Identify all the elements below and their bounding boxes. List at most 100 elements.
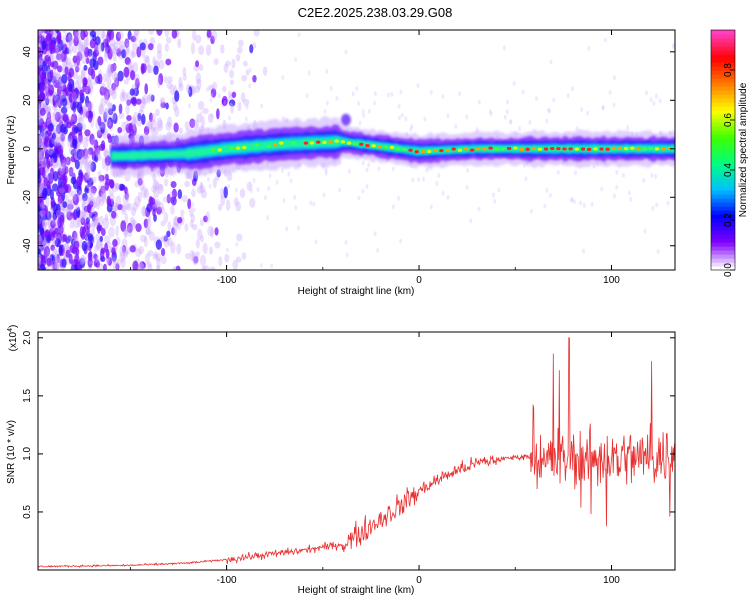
heatmap-cell [106, 67, 112, 78]
heatmap-cell [248, 67, 252, 73]
heatmap-cell [105, 248, 110, 259]
heatmap-cell [78, 171, 84, 183]
colorbar-segment [711, 258, 735, 263]
heatmap-cell [131, 96, 138, 107]
heatmap-cell [68, 83, 73, 92]
heatmap-cell [76, 51, 83, 62]
heatmap-cell [195, 72, 202, 84]
heatmap-cell [192, 255, 198, 266]
heatmap-cell [121, 49, 127, 59]
heatmap-cell [39, 132, 46, 140]
heatmap-cell [173, 122, 179, 133]
heatmap-cell [163, 235, 168, 242]
heatmap-cell [87, 77, 92, 89]
heatmap-cell [117, 70, 124, 82]
heatmap-cell [322, 192, 326, 198]
heatmap-cell [105, 173, 109, 181]
heatmap-cell [67, 235, 72, 242]
heatmap-cell [143, 125, 150, 136]
heatmap-cell [111, 256, 117, 265]
heatmap-cell [391, 204, 395, 210]
heatmap-cell [112, 47, 118, 55]
heatmap-peak-cell [451, 147, 456, 151]
heatmap-cell [236, 46, 243, 54]
heatmap-cell [111, 104, 116, 112]
heatmap-cell [106, 195, 111, 207]
heatmap-cell [435, 181, 439, 187]
heatmap-cell [84, 149, 91, 160]
heatmap-cell [66, 234, 73, 244]
heatmap-cell [38, 248, 42, 255]
heatmap-cell [95, 203, 101, 210]
heatmap-peak-cell [402, 147, 407, 152]
heatmap-cell [87, 178, 94, 187]
colorbar-tick-label: 0.2 [723, 213, 734, 227]
heatmap-peak-cell [617, 146, 623, 150]
heatmap-cell [155, 200, 160, 208]
heatmap-cell [112, 51, 117, 62]
heatmap-cell [59, 134, 66, 144]
heatmap-peak-cell [562, 147, 567, 151]
heatmap-cell [324, 170, 328, 176]
heatmap-cell [141, 63, 147, 74]
heatmap-cell [111, 247, 116, 256]
heatmap-cell [144, 83, 149, 95]
heatmap-cell [195, 34, 202, 44]
heatmap-cell [40, 243, 45, 251]
heatmap-cell [195, 123, 199, 129]
heatmap-cell [235, 53, 241, 62]
heatmap-cell [280, 167, 284, 173]
heatmap-cell [108, 108, 114, 116]
heatmap-cell [81, 192, 88, 202]
heatmap-cell [64, 194, 69, 204]
heatmap-cell [38, 136, 44, 144]
heatmap-cell [135, 78, 140, 90]
heatmap-cell [441, 93, 445, 99]
heatmap-cell [644, 90, 648, 96]
heatmap-cell [219, 44, 225, 54]
heatmap-cell [157, 77, 161, 88]
heatmap-peak-cell [272, 143, 278, 147]
heatmap-cell [601, 105, 605, 111]
heatmap-cell [210, 93, 214, 99]
heatmap-cell [40, 83, 47, 90]
heatmap-cell [103, 87, 108, 96]
heatmap-cell [166, 230, 171, 238]
colorbar-segment [711, 154, 735, 159]
heatmap-cell [377, 166, 381, 172]
heatmap-cell [344, 49, 348, 55]
colorbar-segment [711, 262, 735, 267]
heatmap-cell [234, 187, 238, 193]
heatmap-peak-cell [654, 147, 660, 151]
heatmap-cell [199, 63, 204, 72]
heatmap-peak-cell [309, 141, 315, 145]
heatmap-cell [156, 43, 163, 54]
heatmap-cell [104, 155, 111, 167]
heatmap-cell [139, 42, 146, 51]
heatmap-cell [102, 111, 108, 121]
heatmap-cell [133, 30, 139, 36]
heatmap-cell [124, 57, 131, 65]
heatmap-cell [446, 113, 450, 119]
heatmap-cell [629, 196, 633, 202]
heatmap-cell [105, 119, 112, 127]
heatmap-cell [125, 47, 130, 58]
heatmap-cell [84, 148, 89, 155]
heatmap-cell [454, 124, 458, 130]
heatmap-cell [61, 97, 68, 107]
heatmap-cell [189, 219, 194, 228]
colorbar-tick-label: 0.0 [723, 263, 734, 277]
heatmap-cell [411, 177, 415, 183]
heatmap-peak-cell [648, 146, 653, 150]
heatmap-peak-cell [476, 147, 481, 151]
heatmap-peak-cell [383, 145, 389, 149]
heatmap-cell [47, 147, 54, 156]
heatmap-cell [187, 103, 191, 109]
heatmap-cell [572, 199, 576, 205]
snr-series-line [38, 337, 675, 569]
heatmap-cell [62, 201, 68, 208]
heatmap-cell [84, 86, 89, 94]
heatmap-cell [48, 139, 55, 148]
heatmap-cell [509, 119, 513, 125]
heatmap-cell [45, 94, 52, 105]
